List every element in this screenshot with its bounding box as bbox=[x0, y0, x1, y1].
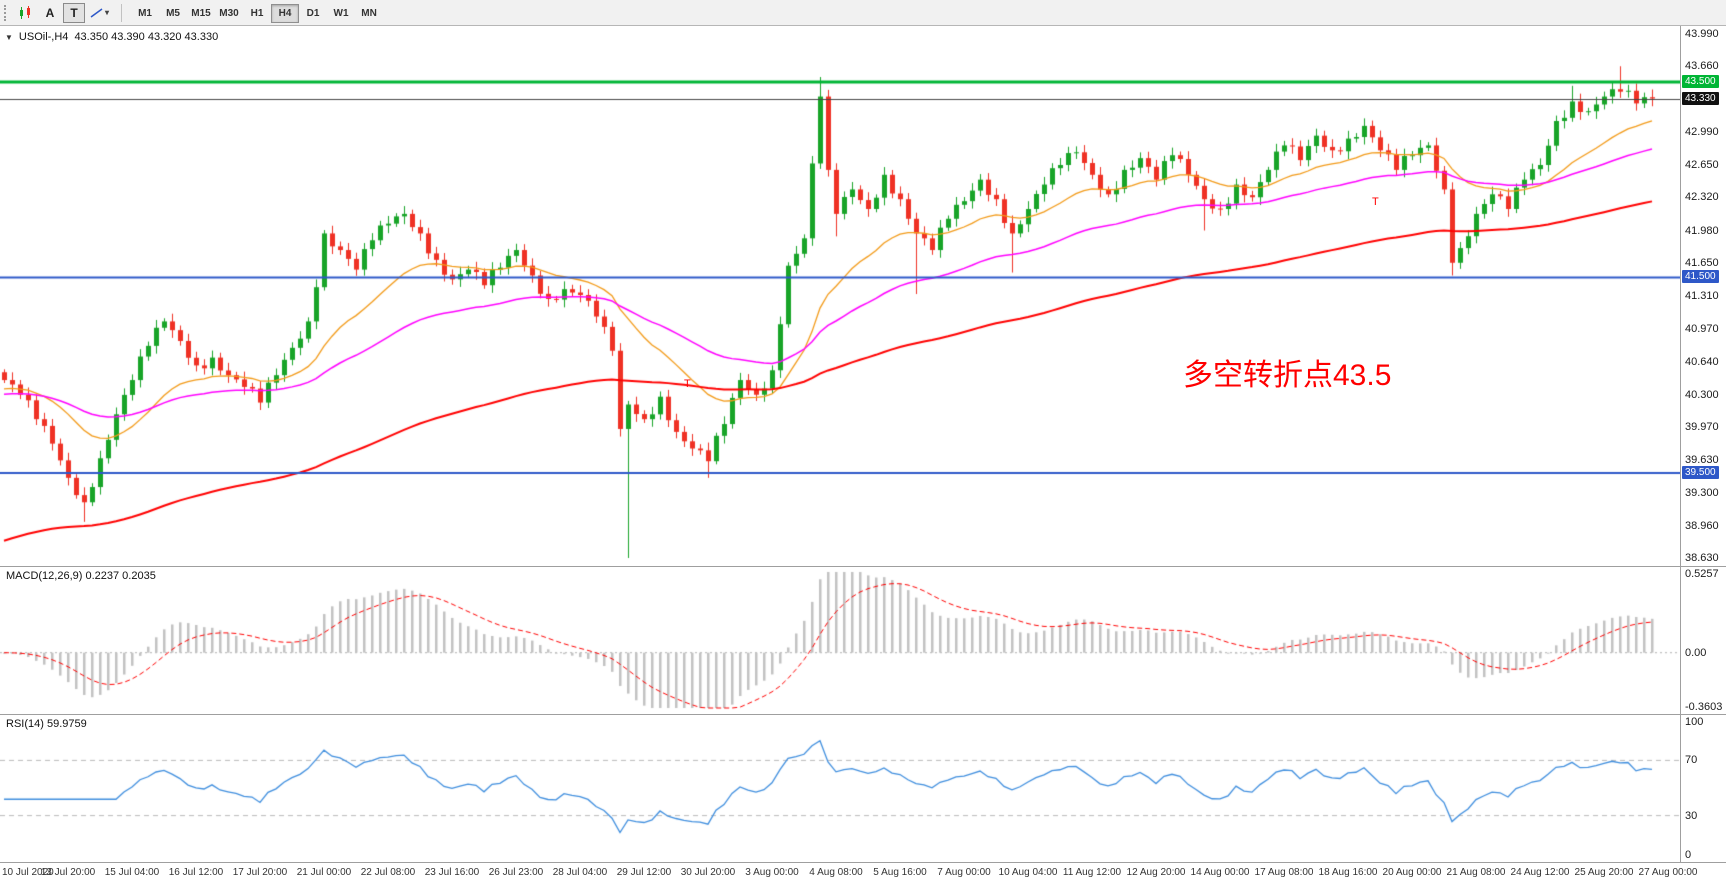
objects-dropdown-button[interactable]: ▾ bbox=[87, 3, 112, 23]
price-marker-41.500: 41.500 bbox=[1682, 270, 1719, 284]
timeframe-button-d1[interactable]: D1 bbox=[299, 4, 327, 23]
symbol-label: USOil-,H4 bbox=[18, 31, 69, 43]
time-tick-label: 15 Jul 04:00 bbox=[104, 867, 160, 878]
timeframe-button-m5[interactable]: M5 bbox=[159, 4, 187, 23]
text-tool-button[interactable]: T bbox=[63, 2, 85, 23]
macd-name: MACD(12,26,9) bbox=[6, 570, 83, 582]
timeframe-button-m15[interactable]: M15 bbox=[187, 4, 215, 23]
price-tick-label: 39.300 bbox=[1685, 486, 1719, 499]
price-axis-border bbox=[1680, 26, 1681, 884]
price-tick-label: 38.960 bbox=[1685, 519, 1719, 532]
chevron-down-icon: ▾ bbox=[105, 8, 110, 17]
time-tick-label: 27 Aug 00:00 bbox=[1638, 867, 1698, 878]
macd-values: 0.2237 0.2035 bbox=[85, 570, 156, 582]
time-tick-label: 18 Aug 16:00 bbox=[1318, 867, 1378, 878]
price-tick-label: 39.970 bbox=[1685, 421, 1719, 433]
time-tick-label: 10 Aug 04:00 bbox=[998, 867, 1058, 878]
chart-window-icon-button[interactable] bbox=[15, 3, 37, 23]
time-tick-label: 17 Aug 08:00 bbox=[1254, 867, 1314, 878]
price-marker-39.500: 39.500 bbox=[1682, 465, 1719, 479]
timeframe-button-w1[interactable]: W1 bbox=[327, 4, 355, 23]
time-tick-label: 22 Jul 08:00 bbox=[360, 867, 416, 878]
price-tick-label: 40.970 bbox=[1685, 323, 1719, 336]
timeframe-button-h1[interactable]: H1 bbox=[243, 4, 271, 23]
time-tick-label: 25 Aug 20:00 bbox=[1574, 867, 1634, 878]
rsi-axis-label: 0 bbox=[1685, 849, 1692, 861]
timeframe-button-mn[interactable]: MN bbox=[355, 4, 383, 23]
time-tick-label: 13 Jul 20:00 bbox=[40, 867, 96, 878]
price-tick-label: 42.320 bbox=[1685, 191, 1719, 204]
symbol-collapse-icon[interactable]: ▼ bbox=[5, 32, 13, 42]
price-tick-label: 41.310 bbox=[1685, 290, 1719, 302]
time-tick-label: 28 Jul 04:00 bbox=[552, 867, 608, 878]
text-object-anchor: T bbox=[1372, 196, 1379, 208]
price-tick-label: 40.300 bbox=[1685, 388, 1719, 401]
pane-separator[interactable] bbox=[0, 714, 1726, 715]
price-marker-43.500: 43.500 bbox=[1682, 74, 1719, 88]
price-tick-label: 42.650 bbox=[1685, 159, 1719, 171]
timeframe-button-m1[interactable]: M1 bbox=[131, 4, 159, 23]
chart-canvas[interactable] bbox=[0, 26, 1680, 862]
price-tick-label: 38.630 bbox=[1685, 552, 1719, 564]
rsi-axis-label: 100 bbox=[1685, 716, 1704, 728]
rsi-axis-label: 30 bbox=[1685, 809, 1698, 822]
pane-separator bbox=[0, 862, 1726, 863]
trendline-tool-icon bbox=[90, 7, 103, 18]
candlestick-chart-icon bbox=[20, 5, 30, 19]
toolbar-drag-handle[interactable] bbox=[4, 4, 9, 21]
macd-indicator-label: MACD(12,26,9) 0.2237 0.2035 bbox=[6, 570, 156, 582]
price-tick-label: 40.640 bbox=[1685, 355, 1719, 368]
price-tick-label: 41.980 bbox=[1685, 224, 1719, 237]
time-tick-label: 5 Aug 16:00 bbox=[873, 867, 927, 878]
time-tick-label: 14 Aug 00:00 bbox=[1190, 867, 1250, 878]
price-tick-label: 43.990 bbox=[1685, 28, 1719, 40]
time-tick-label: 4 Aug 08:00 bbox=[809, 867, 863, 878]
price-tick-label: 42.990 bbox=[1685, 125, 1719, 138]
price-tick-label: 39.630 bbox=[1685, 454, 1719, 467]
time-tick-label: 23 Jul 16:00 bbox=[424, 867, 480, 878]
rsi-axis-label: 70 bbox=[1685, 754, 1698, 767]
time-tick-label: 11 Aug 12:00 bbox=[1062, 867, 1122, 878]
time-tick-label: 21 Aug 08:00 bbox=[1446, 867, 1506, 878]
time-tick-label: 24 Aug 12:00 bbox=[1510, 867, 1570, 878]
pane-separator[interactable] bbox=[0, 566, 1726, 567]
time-tick-label: 20 Aug 00:00 bbox=[1382, 867, 1442, 878]
price-tick-label: 41.650 bbox=[1685, 256, 1719, 269]
time-tick-label: 3 Aug 00:00 bbox=[745, 867, 799, 878]
rsi-name: RSI(14) bbox=[6, 718, 44, 730]
ohlc-values: 43.350 43.390 43.320 43.330 bbox=[74, 31, 219, 43]
price-marker-43.330: 43.330 bbox=[1682, 91, 1719, 105]
timeframe-button-m30[interactable]: M30 bbox=[215, 4, 243, 23]
time-tick-label: 26 Jul 23:00 bbox=[488, 867, 544, 878]
turning-point-note: 多空转折点43.5 bbox=[1183, 359, 1392, 392]
macd-axis-label: 0.5257 bbox=[1685, 568, 1719, 580]
rsi-indicator-label: RSI(14) 59.9759 bbox=[6, 718, 87, 730]
arrow-label-tool-button[interactable]: A bbox=[39, 3, 61, 23]
macd-axis-label: 0.00 bbox=[1685, 646, 1707, 659]
time-tick-label: 29 Jul 12:00 bbox=[616, 867, 672, 878]
timeframe-group: M1 M5 M15 M30 H1 H4 D1 W1 MN bbox=[131, 3, 383, 23]
time-tick-label: 7 Aug 00:00 bbox=[937, 867, 991, 878]
toolbar: A T ▾ M1 M5 M15 M30 H1 H4 D1 W1 MN bbox=[0, 0, 1726, 26]
time-tick-label: 12 Aug 20:00 bbox=[1126, 867, 1186, 878]
macd-axis-label: -0.3603 bbox=[1685, 701, 1723, 713]
rsi-value: 59.9759 bbox=[46, 718, 87, 730]
text-object-anchor: T bbox=[684, 378, 691, 390]
price-tick-label: 43.660 bbox=[1685, 60, 1719, 73]
chart-ohlc-header: ▼ USOil-,H4 43.350 43.390 43.320 43.330 bbox=[5, 31, 218, 43]
price-axis[interactable]: 43.990 43.660 43.330 42.990 42.650 42.320 41.9… bbox=[1681, 0, 1726, 892]
time-tick-label: 21 Jul 00:00 bbox=[296, 867, 352, 878]
time-tick-label: 30 Jul 20:00 bbox=[680, 867, 736, 878]
timeframe-button-h4[interactable]: H4 bbox=[271, 3, 300, 23]
toolbar-separator bbox=[121, 3, 123, 22]
time-tick-label: 16 Jul 12:00 bbox=[168, 867, 224, 878]
time-axis[interactable]: 10 Jul 2020 13 Jul 20:00 15 Jul 04:00 16 Ju… bbox=[0, 863, 1726, 885]
time-tick-label: 17 Jul 20:00 bbox=[232, 867, 288, 878]
time-tick-label: 10 Jul 2020 bbox=[2, 867, 54, 878]
